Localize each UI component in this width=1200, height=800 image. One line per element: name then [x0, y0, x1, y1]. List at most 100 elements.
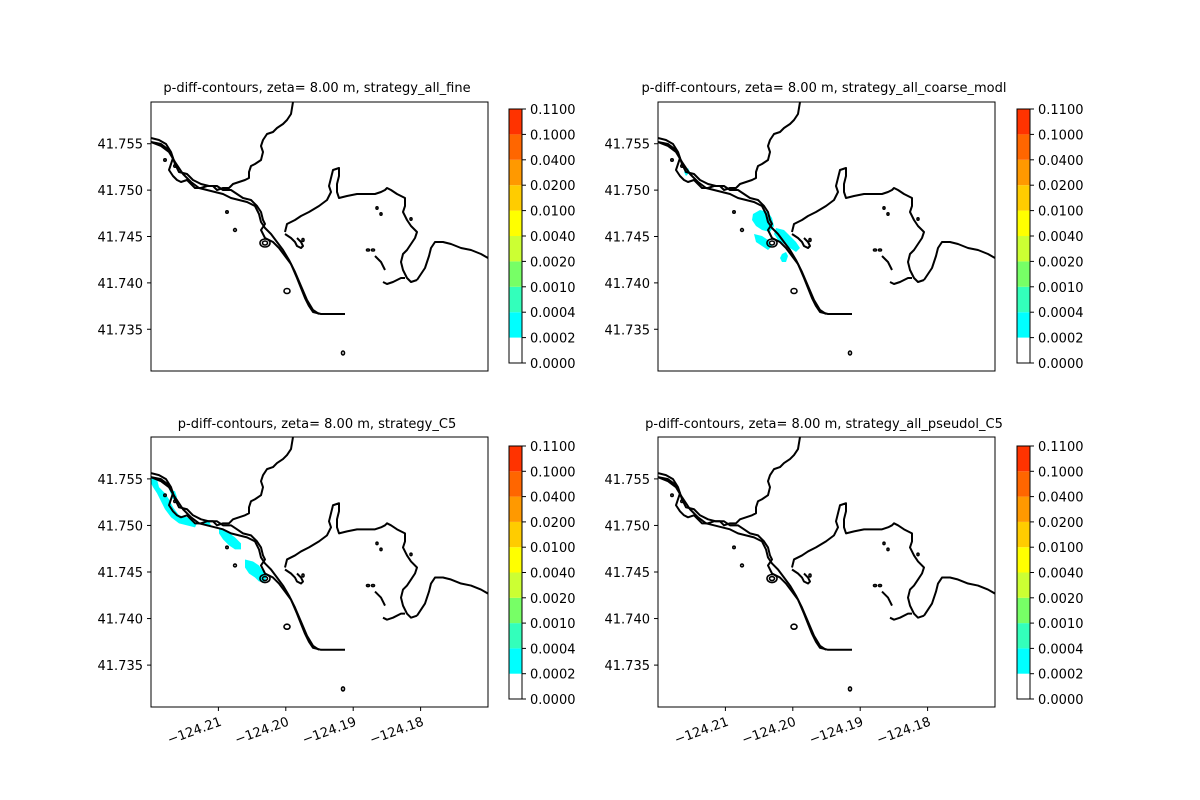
colorbar-bin-0.0004 [1017, 623, 1030, 649]
island [872, 248, 878, 252]
colorbar: 0.0000 0.0002 0.0004 0.0010 0.0020 0.0040 0.01… [508, 103, 576, 372]
island [259, 573, 271, 584]
colorbar-tick-label: 0.0020 [530, 592, 576, 607]
island [163, 493, 167, 498]
contour-fill-0.0002-0.0004 [151, 477, 197, 528]
colorbar-tick-label: 0.0020 [530, 255, 576, 270]
coastline [889, 612, 912, 621]
colorbar-tick-label: 0.0002 [530, 668, 576, 683]
y-tick-label: 41.750 [98, 184, 144, 199]
colorbar-tick-label: 0.0010 [530, 281, 576, 296]
colorbar-tick-label: 0.0004 [530, 306, 576, 321]
y-tick-label: 41.745 [98, 566, 144, 581]
colorbar-bin-0.0040 [509, 210, 522, 236]
colorbar-tick-label: 0.0040 [1038, 567, 1084, 582]
colorbar-tick-label: 0.0002 [530, 332, 576, 347]
subplot-1: p-diff-contours, zeta= 8.00 m, strategy_… [98, 81, 576, 372]
island [375, 206, 379, 211]
island [283, 287, 291, 295]
y-tick-label: 41.750 [98, 519, 144, 534]
coastline [881, 255, 893, 271]
coastline [923, 241, 995, 281]
colorbar-tick-label: 0.0000 [530, 357, 576, 372]
colorbar-tick-label: 0.0010 [1038, 617, 1084, 632]
colorbar-tick-label: 0.1000 [530, 128, 576, 143]
colorbar-bin-0.0002 [509, 312, 522, 338]
island [379, 547, 383, 552]
island [670, 157, 675, 162]
colorbar-bin-0.0200 [1017, 159, 1030, 186]
coastline [284, 167, 418, 283]
colorbar-bin-0.0400 [509, 471, 522, 497]
y-tick-label: 41.745 [98, 231, 144, 246]
colorbar-bin-0.0100 [509, 521, 522, 548]
coastline [374, 590, 386, 607]
island [680, 499, 684, 504]
colorbar-bin-0.1000 [509, 446, 522, 472]
island [261, 575, 269, 582]
coastline [382, 277, 405, 285]
colorbar-bin-0.0400 [1017, 134, 1030, 160]
coastline [791, 502, 925, 619]
island [679, 163, 684, 168]
island [886, 212, 890, 217]
coastline [881, 590, 893, 607]
y-tick-label: 41.750 [605, 519, 651, 534]
colorbar-bin-0.0020 [1017, 236, 1030, 262]
colorbar-bin-0.0010 [509, 597, 522, 624]
colorbar-tick-label: 0.0002 [1038, 668, 1084, 683]
coastline [658, 476, 827, 651]
colorbar-bin-0.0040 [1017, 210, 1030, 236]
colorbar-tick-label: 0.1100 [530, 440, 576, 455]
y-tick-label: 41.735 [605, 659, 651, 674]
colorbar-tick-label: 0.1000 [1038, 465, 1084, 480]
y-tick-label: 41.735 [98, 659, 144, 674]
island [225, 210, 230, 215]
coastline [889, 277, 912, 285]
colorbar-bin-0.0100 [509, 185, 522, 211]
island [732, 210, 737, 215]
island [916, 552, 920, 557]
island [225, 545, 229, 550]
contour-fill-0.0002-0.0004 [780, 252, 788, 262]
island [172, 163, 177, 168]
island [409, 217, 413, 222]
colorbar-tick-label: 0.0010 [1038, 281, 1084, 296]
colorbar-bin-0.0010 [1017, 597, 1030, 624]
coastline [658, 102, 801, 191]
colorbar-tick-label: 0.0040 [530, 230, 576, 245]
colorbar-tick-label: 0.0010 [530, 617, 576, 632]
coastline [923, 576, 995, 617]
island [847, 350, 853, 356]
coastline [791, 568, 811, 585]
colorbar-bin-0.0000 [509, 673, 522, 699]
coastline [382, 612, 405, 621]
colorbar-tick-label: 0.0040 [1038, 230, 1084, 245]
island [232, 563, 238, 568]
y-tick-label: 41.750 [605, 184, 651, 199]
island [340, 686, 346, 692]
subplot-title: p-diff-contours, zeta= 8.00 m, strategy_… [645, 417, 1003, 432]
colorbar-tick-label: 0.1000 [1038, 128, 1084, 143]
colorbar-bin-0.0000 [509, 337, 522, 363]
island [766, 238, 778, 248]
island [283, 623, 291, 631]
island [370, 248, 376, 252]
colorbar-bin-0.0040 [1017, 547, 1030, 573]
colorbar: 0.0000 0.0002 0.0004 0.0010 0.0020 0.0040 0.01… [1016, 440, 1084, 708]
island [670, 493, 674, 498]
coastline [151, 437, 294, 527]
island [768, 575, 776, 582]
colorbar-bin-0.0004 [509, 286, 522, 313]
island [409, 552, 413, 557]
colorbar-bin-0.0100 [1017, 185, 1030, 211]
subplot-2: p-diff-contours, zeta= 8.00 m, strategy_… [605, 81, 1084, 372]
subplot-title: p-diff-contours, zeta= 8.00 m, strategy_… [178, 417, 456, 432]
colorbar-bin-0.0004 [509, 623, 522, 649]
island [173, 499, 177, 504]
colorbar-bin-0.0020 [1017, 572, 1030, 598]
coastline [416, 241, 488, 281]
colorbar: 0.0000 0.0002 0.0004 0.0010 0.0020 0.0040 0.01… [1016, 103, 1084, 372]
